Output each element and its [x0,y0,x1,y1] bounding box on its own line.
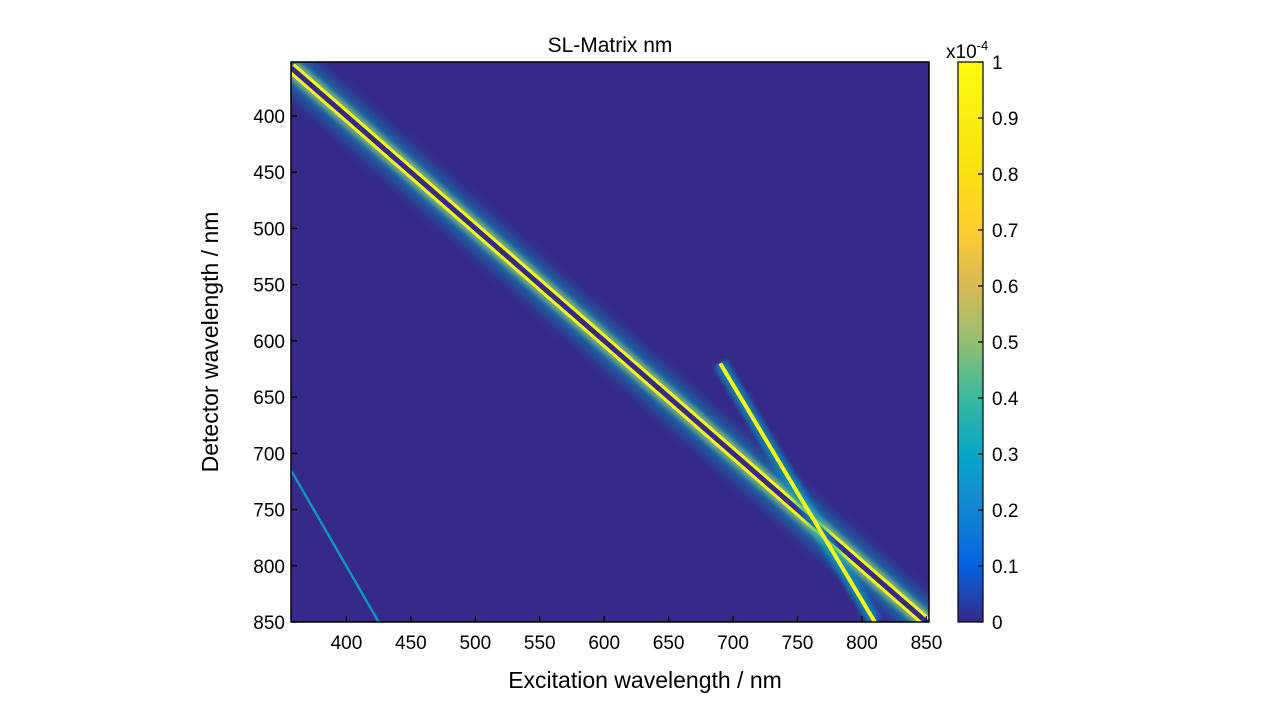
faint-band [291,469,380,622]
y-tick-label: 400 [253,107,285,128]
y-axis-title: Detector wavelength / nm [197,212,223,473]
x-tick-label: 550 [524,633,556,654]
secondary-band [718,362,877,622]
x-tick-label: 450 [395,633,427,654]
colorbar-tick-label: 0.4 [992,389,1019,410]
x-tick-label: 400 [331,633,363,654]
x-axis-title: Excitation wavelength / nm [508,667,782,693]
x-tick-label: 500 [459,633,491,654]
colorbar-tick-label: 0.6 [992,277,1018,298]
y-tick-label: 850 [253,613,285,634]
colorbar-tick-label: 1 [992,53,1003,74]
y-tick-label: 700 [253,444,285,465]
colorbar-exponent-base: x10 [946,42,977,63]
x-tick-label: 650 [653,633,685,654]
y-axis-ticks: 400 450 500 550 600 650 700 750 800 850 [253,107,297,634]
plot-frame [290,61,930,623]
colorbar-exponent: x10-4 [946,38,988,63]
colorbar: 0 0.1 0.2 0.3 0.4 0.5 0.6 0.7 0.8 0.9 1 x10-4 [946,38,1019,634]
colorbar-tick-label: 0.5 [992,333,1018,354]
colorbar-tick-label: 0.1 [992,557,1018,578]
colorbar-tick-label: 0 [992,613,1003,634]
colorbar-tick-label: 0.2 [992,501,1018,522]
colorbar-tick-label: 0.7 [992,221,1018,242]
y-tick-label: 550 [253,276,285,297]
y-tick-label: 800 [253,557,285,578]
colorbar-ticks: 0 0.1 0.2 0.3 0.4 0.5 0.6 0.7 0.8 0.9 1 [978,53,1019,634]
colorbar-tick-label: 0.9 [992,109,1018,130]
x-axis-ticks: 400 450 500 550 600 650 700 750 800 850 [331,616,943,654]
y-tick-label: 500 [253,219,285,240]
heatmap-features [291,62,929,622]
x-tick-label: 700 [717,633,749,654]
colorbar-tick-label: 0.8 [992,165,1018,186]
chart-title: SL-Matrix nm [548,34,673,57]
y-tick-label: 600 [253,332,285,353]
x-tick-label: 800 [846,633,878,654]
x-tick-label: 850 [911,633,943,654]
colorbar-exponent-power: -4 [977,38,989,53]
y-tick-label: 650 [253,388,285,409]
x-tick-label: 750 [782,633,814,654]
x-tick-label: 600 [588,633,620,654]
plot-area [291,62,929,622]
y-tick-label: 450 [253,163,285,184]
y-tick-label: 750 [253,501,285,522]
colorbar-tick-label: 0.3 [992,445,1018,466]
